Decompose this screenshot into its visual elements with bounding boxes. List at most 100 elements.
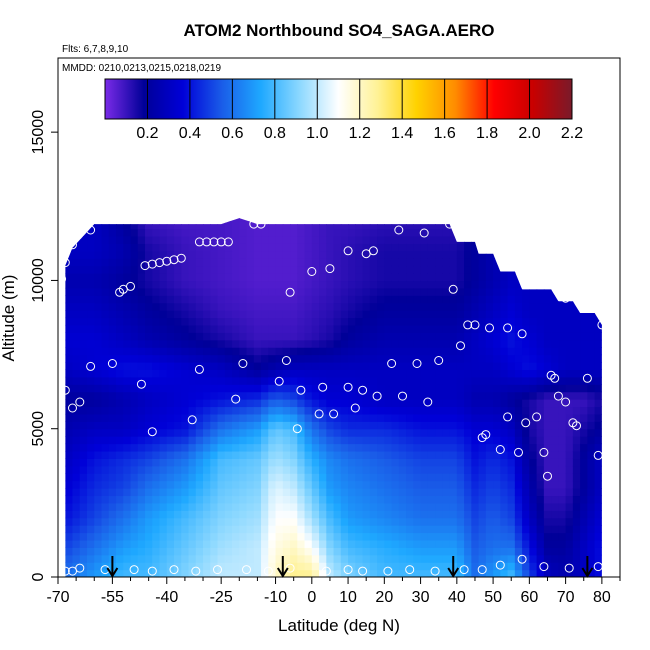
observation-point bbox=[343, 565, 353, 575]
field-cell bbox=[485, 221, 494, 230]
field-cell bbox=[152, 495, 161, 504]
field-cell bbox=[253, 384, 262, 393]
field-cell bbox=[116, 332, 124, 341]
field-cell bbox=[551, 354, 559, 363]
field-cell bbox=[195, 547, 204, 556]
field-cell bbox=[188, 310, 197, 319]
field-cell bbox=[87, 488, 95, 497]
field-cell bbox=[420, 502, 429, 511]
field-cell bbox=[65, 354, 74, 363]
field-cell bbox=[384, 221, 393, 230]
field-cell bbox=[565, 376, 574, 385]
field-cell bbox=[442, 554, 451, 563]
field-cell bbox=[369, 332, 378, 341]
field-cell bbox=[195, 295, 204, 304]
field-cell bbox=[464, 495, 472, 504]
field-cell bbox=[420, 228, 429, 237]
field-cell bbox=[87, 280, 95, 289]
field-cell bbox=[420, 436, 429, 445]
field-cell bbox=[522, 547, 530, 556]
field-cell bbox=[87, 458, 95, 467]
field-cell bbox=[464, 280, 472, 289]
field-cell bbox=[478, 258, 487, 267]
field-cell bbox=[471, 569, 480, 578]
field-cell bbox=[551, 295, 559, 304]
observation-point bbox=[561, 293, 571, 303]
field-cell bbox=[232, 280, 240, 289]
field-cell bbox=[246, 250, 255, 259]
field-cell bbox=[514, 413, 523, 422]
field-cell bbox=[355, 458, 364, 467]
field-cell bbox=[195, 421, 204, 430]
observation-point bbox=[126, 281, 135, 291]
field-cell bbox=[507, 406, 516, 415]
field-cell bbox=[166, 361, 175, 370]
field-cell bbox=[427, 465, 436, 474]
field-cell bbox=[174, 339, 182, 348]
field-cell bbox=[72, 554, 81, 563]
field-cell bbox=[152, 510, 161, 519]
observation-point bbox=[296, 385, 306, 395]
field-cell bbox=[188, 228, 197, 237]
field-cell bbox=[355, 235, 364, 244]
field-cell bbox=[362, 473, 371, 482]
field-cell bbox=[253, 295, 262, 304]
field-cell bbox=[536, 324, 545, 333]
field-cell bbox=[471, 310, 480, 319]
field-cell bbox=[384, 436, 393, 445]
observation-point bbox=[572, 421, 581, 431]
field-cell bbox=[261, 480, 269, 489]
field-cell bbox=[290, 354, 298, 363]
field-cell bbox=[108, 310, 117, 319]
field-cell bbox=[261, 406, 269, 415]
field-cell bbox=[478, 250, 487, 259]
field-cell bbox=[94, 295, 103, 304]
field-cell bbox=[348, 480, 356, 489]
field-cell bbox=[594, 332, 602, 341]
field-cell bbox=[94, 495, 103, 504]
field-cell bbox=[500, 399, 509, 408]
field-cell bbox=[391, 473, 400, 482]
field-cell bbox=[456, 376, 465, 385]
field-cell bbox=[514, 228, 523, 237]
field-cell bbox=[246, 406, 255, 415]
field-cell bbox=[275, 273, 284, 282]
field-cell bbox=[543, 258, 552, 267]
field-cell bbox=[246, 347, 255, 356]
field-cell bbox=[543, 332, 552, 341]
field-cell bbox=[558, 547, 567, 556]
field-cell bbox=[500, 332, 509, 341]
field-cell bbox=[565, 517, 574, 526]
field-cell bbox=[449, 465, 458, 474]
field-cell bbox=[137, 443, 146, 452]
field-cell bbox=[224, 310, 233, 319]
field-cell bbox=[304, 554, 313, 563]
field-cell bbox=[369, 218, 378, 222]
field-cell bbox=[123, 510, 132, 519]
field-cell bbox=[594, 480, 602, 489]
field-cell bbox=[514, 369, 523, 378]
field-cell bbox=[268, 406, 277, 415]
field-cell bbox=[224, 250, 233, 259]
field-cell bbox=[137, 339, 146, 348]
field-cell bbox=[311, 428, 320, 437]
field-cell bbox=[587, 302, 596, 311]
field-cell bbox=[297, 287, 306, 296]
field-cell bbox=[384, 218, 393, 222]
field-cell bbox=[471, 421, 480, 430]
field-cell bbox=[108, 384, 117, 393]
field-cell bbox=[558, 369, 567, 378]
field-cell bbox=[210, 384, 219, 393]
field-cell bbox=[471, 465, 480, 474]
field-cell bbox=[174, 287, 182, 296]
field-cell bbox=[435, 465, 443, 474]
field-cell bbox=[159, 369, 168, 378]
field-cell bbox=[253, 473, 262, 482]
field-cell bbox=[572, 532, 581, 541]
field-cell bbox=[406, 391, 414, 400]
field-cell bbox=[384, 428, 393, 437]
field-cell bbox=[565, 547, 574, 556]
field-cell bbox=[72, 376, 81, 385]
field-cell bbox=[116, 324, 124, 333]
field-cell bbox=[500, 532, 509, 541]
